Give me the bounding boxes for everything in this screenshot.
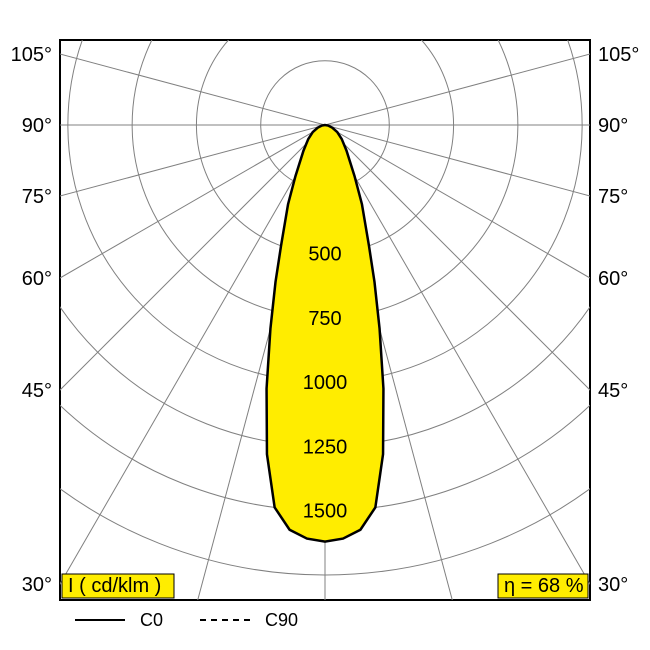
efficiency-label: η = 68 %: [504, 575, 584, 597]
c0-curve-fill: [267, 125, 384, 542]
ring-label: 1000: [303, 372, 348, 394]
ring-label: 500: [308, 244, 341, 266]
angle-label-right: 45°: [598, 380, 628, 402]
ring-label: 750: [308, 308, 341, 330]
angle-label-right: 60°: [598, 268, 628, 290]
angle-label-left: 105°: [11, 44, 52, 66]
angle-label-right: 105°: [598, 44, 639, 66]
legend-label-c0: C0: [140, 610, 163, 630]
intensity-curve: [267, 125, 384, 542]
legend-label-c90: C90: [265, 610, 298, 630]
angle-label-left: 90°: [22, 115, 52, 137]
angle-label-left: 60°: [22, 268, 52, 290]
angle-label-right: 75°: [598, 186, 628, 208]
legend: C0 C90: [75, 610, 298, 630]
unit-label: I ( cd/klm ): [68, 575, 161, 597]
angle-label-left: 75°: [22, 186, 52, 208]
angle-label-left: 45°: [22, 380, 52, 402]
angle-label-right: 30°: [598, 574, 628, 596]
unit-box: I ( cd/klm ): [62, 574, 174, 598]
angle-label-right: 90°: [598, 115, 628, 137]
ring-label: 1500: [303, 501, 348, 523]
efficiency-box: η = 68 %: [498, 574, 588, 598]
ring-label: 1250: [303, 436, 348, 458]
angle-label-left: 30°: [22, 574, 52, 596]
